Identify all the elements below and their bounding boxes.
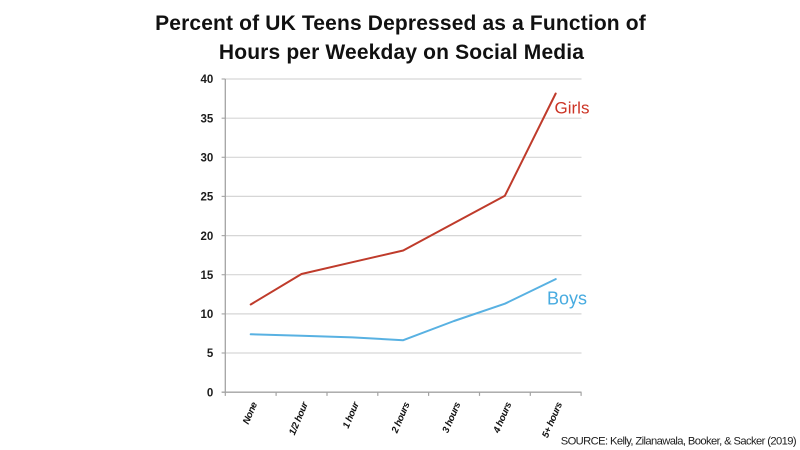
svg-text:0: 0	[207, 387, 213, 399]
svg-text:10: 10	[201, 309, 214, 321]
svg-text:Percent of UK Teens Depressed: Percent of UK Teens Depressed as a Funct…	[155, 12, 647, 35]
svg-text:35: 35	[201, 113, 214, 125]
svg-text:5+ hours: 5+ hours	[540, 400, 565, 440]
svg-text:Boys: Boys	[547, 288, 587, 308]
svg-text:4 hours: 4 hours	[491, 400, 514, 436]
svg-text:20: 20	[201, 231, 214, 243]
svg-text:30: 30	[201, 153, 214, 165]
svg-text:Hours per Weekday on Social Me: Hours per Weekday on Social Media	[219, 41, 584, 64]
svg-text:5: 5	[207, 348, 214, 360]
svg-text:Girls: Girls	[555, 98, 590, 117]
svg-text:15: 15	[201, 270, 214, 282]
svg-text:SOURCE: Kelly, Zilanawala, Boo: SOURCE: Kelly, Zilanawala, Booker, & Sac…	[561, 436, 797, 448]
svg-text:25: 25	[201, 192, 214, 204]
svg-text:None: None	[241, 400, 260, 426]
svg-text:2 hours: 2 hours	[389, 400, 412, 436]
svg-text:1 hour: 1 hour	[341, 399, 362, 430]
svg-text:1/2 hour: 1/2 hour	[287, 399, 311, 437]
svg-text:40: 40	[201, 74, 214, 86]
svg-text:3 hours: 3 hours	[441, 400, 464, 435]
